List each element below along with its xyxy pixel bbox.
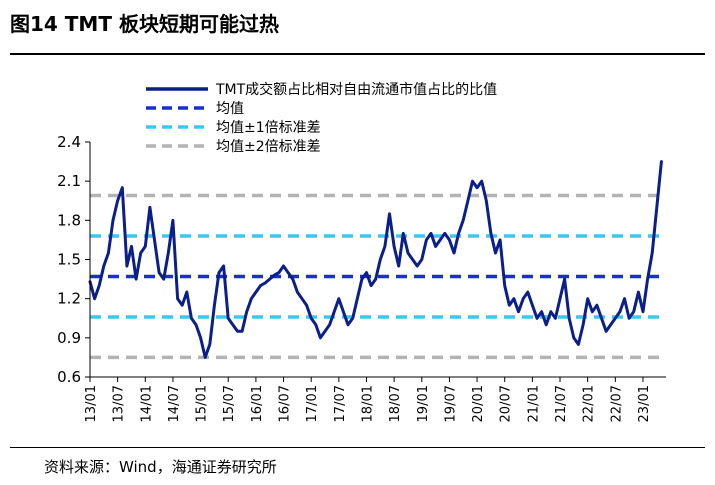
x-tick-label: 21/07 (554, 385, 569, 422)
legend-label-1: 均值 (216, 101, 244, 117)
x-tick-label: 22/07 (609, 385, 624, 422)
x-tick-label: 15/01 (195, 385, 210, 422)
y-tick-label: 2.1 (57, 172, 81, 190)
x-tick-label: 18/07 (388, 385, 403, 422)
y-tick-label: 2.4 (57, 133, 81, 151)
x-tick-label: 13/01 (84, 385, 99, 422)
x-tick-label: 20/07 (499, 385, 514, 422)
x-tick-label: 17/07 (333, 385, 348, 422)
title-rule (10, 53, 705, 55)
main-series-line (88, 160, 663, 359)
y-tick-label: 0.9 (57, 329, 81, 347)
plot-area: 0.6 0.9 1.2 1.5 1.8 2.1 2.4 13/01 13/07 14/01 14/0… (57, 133, 666, 422)
x-tick-label: 13/07 (112, 385, 127, 422)
x-tick-label: 19/01 (416, 385, 431, 422)
x-tick-label: 15/07 (222, 385, 237, 422)
figure-title: 图14 TMT 板块短期可能过热 (10, 12, 279, 36)
source-note: 资料来源：Wind，海通证券研究所 (44, 458, 277, 476)
x-tick-label: 18/01 (360, 385, 375, 422)
line-chart: 0.6 0.9 1.2 1.5 1.8 2.1 2.4 13/01 13/07 14/01 14/0… (57, 81, 666, 422)
x-tick-label: 20/01 (471, 385, 486, 422)
y-tick-label: 1.2 (57, 290, 81, 308)
legend-label-0: TMT成交额占比相对自由流通市值占比的比值 (215, 81, 497, 98)
x-tick-label: 19/07 (443, 385, 458, 422)
y-tick-label: 0.6 (57, 368, 81, 386)
x-tick-label: 23/01 (637, 385, 652, 422)
x-tick-label: 16/07 (278, 385, 293, 422)
source-rule (10, 447, 705, 448)
x-tick-label: 16/01 (250, 385, 265, 422)
x-tick-label: 14/01 (139, 385, 154, 422)
y-tick-label: 1.8 (57, 211, 81, 229)
x-tick-label: 14/07 (167, 385, 182, 422)
x-tick-label: 22/01 (582, 385, 597, 422)
legend-label-3: 均值±2倍标准差 (216, 139, 321, 155)
y-tick-label: 1.5 (57, 251, 81, 269)
legend-label-2: 均值±1倍标准差 (216, 120, 321, 136)
x-tick-label: 17/01 (305, 385, 320, 422)
x-tick-label: 21/01 (526, 385, 541, 422)
